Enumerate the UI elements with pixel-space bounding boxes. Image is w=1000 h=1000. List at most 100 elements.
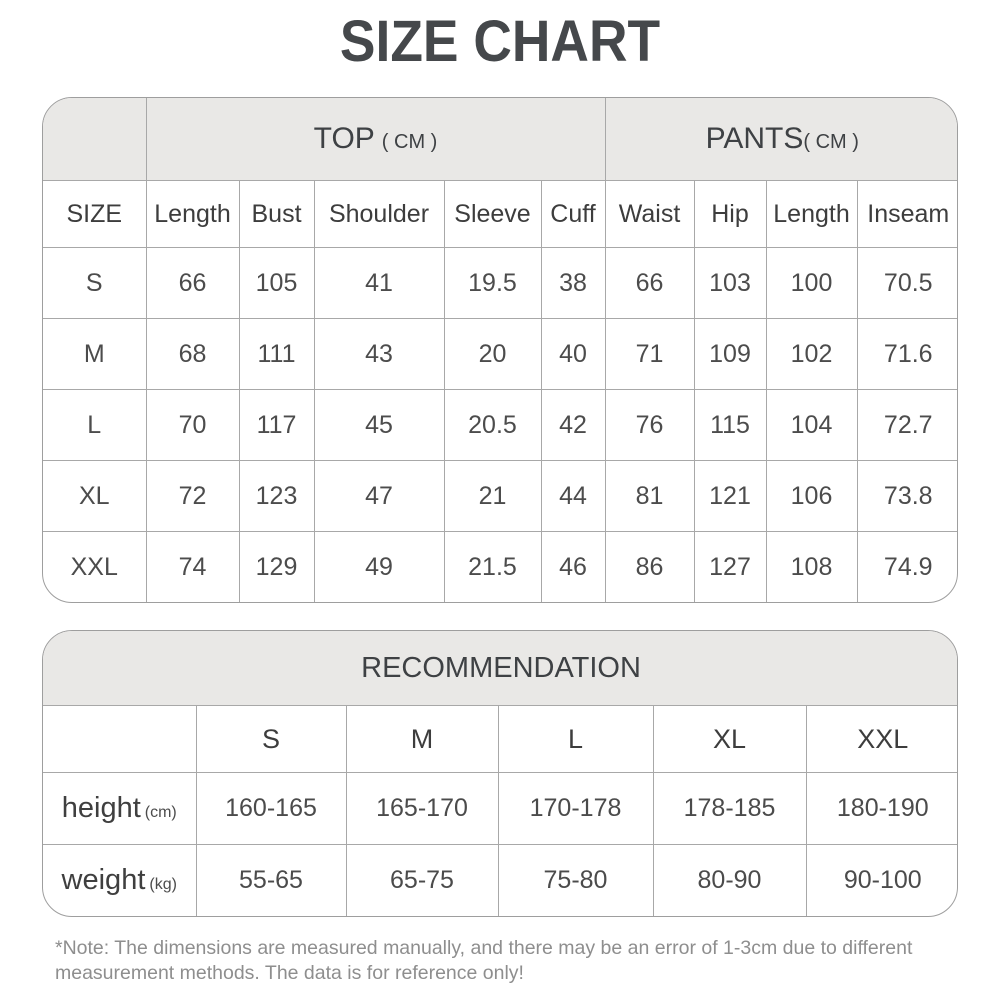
- table-row-m: M 68 111 43 20 40 71 109 102 71.6: [43, 318, 957, 390]
- column-header-cuff: Cuff: [540, 180, 605, 248]
- value-cell: 109: [693, 318, 766, 390]
- page-title: SIZE CHART: [339, 9, 661, 74]
- value-cell: 178-185: [652, 772, 806, 845]
- value-cell: 108: [765, 531, 857, 602]
- row-label-weight: weight (kg): [43, 844, 196, 916]
- value-cell: 19.5: [443, 247, 541, 319]
- column-header-waist: Waist: [604, 180, 694, 248]
- value-cell: 44: [540, 460, 605, 532]
- recommendation-size-row: S M L XL XXL: [43, 705, 957, 773]
- recommendation-table: RECOMMENDATION S M L XL XXL height (cm) 1…: [43, 631, 957, 916]
- value-cell: 21.5: [443, 531, 541, 602]
- value-cell: 123: [238, 460, 314, 532]
- value-cell: 20.5: [443, 389, 541, 461]
- top-group-header: TOP ( CM ): [145, 98, 605, 181]
- value-cell: 160-165: [195, 772, 346, 845]
- pants-group-label: PANTS: [705, 122, 804, 155]
- size-table-card: TOP ( CM ) PANTS( CM ) SIZE Length Bust S…: [42, 97, 958, 603]
- value-cell: 74.9: [856, 531, 957, 602]
- value-cell: 165-170: [345, 772, 498, 845]
- value-cell: 111: [238, 318, 314, 390]
- table-row-l: L 70 117 45 20.5 42 76 115 104 72.7: [43, 389, 957, 461]
- table-row-s: S 66 105 41 19.5 38 66 103 100 70.5: [43, 247, 957, 319]
- value-cell: 106: [765, 460, 857, 532]
- value-cell: 65-75: [345, 844, 498, 916]
- note-text: *Note: The dimensions are measured manua…: [55, 937, 913, 984]
- weight-unit: (kg): [149, 876, 177, 893]
- value-cell: 49: [313, 531, 444, 602]
- value-cell: 75-80: [497, 844, 653, 916]
- value-cell: 90-100: [805, 844, 957, 916]
- value-cell: 80-90: [652, 844, 806, 916]
- value-cell: 55-65: [195, 844, 346, 916]
- value-cell: 76: [604, 389, 694, 461]
- height-label: height: [61, 792, 141, 824]
- value-cell: 70.5: [856, 247, 957, 319]
- value-cell: 180-190: [805, 772, 957, 845]
- value-cell: 104: [765, 389, 857, 461]
- value-cell: 74: [145, 531, 239, 602]
- weight-row: weight (kg) 55-65 65-75 75-80 80-90 90-10…: [43, 844, 957, 916]
- table-row-xl: XL 72 123 47 21 44 81 121 106 73.8: [43, 460, 957, 532]
- column-header-row: SIZE Length Bust Shoulder Sleeve Cuff Wa…: [43, 180, 957, 248]
- size-cell: S: [43, 247, 146, 319]
- column-header-pants-length: Length: [765, 180, 857, 248]
- value-cell: 102: [765, 318, 857, 390]
- height-unit: (cm): [144, 804, 177, 821]
- size-table: TOP ( CM ) PANTS( CM ) SIZE Length Bust S…: [43, 98, 957, 602]
- value-cell: 115: [693, 389, 766, 461]
- value-cell: 127: [693, 531, 766, 602]
- table-row-xxl: XXL 74 129 49 21.5 46 86 127 108 74.9: [43, 531, 957, 602]
- value-cell: 38: [540, 247, 605, 319]
- top-group-unit: ( CM ): [381, 131, 438, 153]
- value-cell: 47: [313, 460, 444, 532]
- column-header-shoulder: Shoulder: [313, 180, 444, 248]
- column-header-bust: Bust: [238, 180, 314, 248]
- column-header-hip: Hip: [693, 180, 766, 248]
- value-cell: 68: [145, 318, 239, 390]
- value-cell: 71.6: [856, 318, 957, 390]
- rec-column-header-m: M: [345, 705, 498, 773]
- value-cell: 72: [145, 460, 239, 532]
- rec-column-header-l: L: [497, 705, 653, 773]
- value-cell: 170-178: [497, 772, 653, 845]
- rec-column-header-xxl: XXL: [805, 705, 957, 773]
- value-cell: 117: [238, 389, 314, 461]
- value-cell: 40: [540, 318, 605, 390]
- value-cell: 105: [238, 247, 314, 319]
- corner-cell: [43, 98, 146, 181]
- size-cell: XXL: [43, 531, 146, 602]
- value-cell: 21: [443, 460, 541, 532]
- recommendation-table-card: RECOMMENDATION S M L XL XXL height (cm) 1…: [42, 630, 958, 917]
- value-cell: 20: [443, 318, 541, 390]
- recommendation-title: RECOMMENDATION: [43, 631, 957, 706]
- rec-column-header-xl: XL: [652, 705, 806, 773]
- size-cell: XL: [43, 460, 146, 532]
- weight-label: weight: [61, 864, 146, 896]
- value-cell: 66: [604, 247, 694, 319]
- value-cell: 86: [604, 531, 694, 602]
- value-cell: 46: [540, 531, 605, 602]
- value-cell: 129: [238, 531, 314, 602]
- column-header-sleeve: Sleeve: [443, 180, 541, 248]
- empty-cell: [43, 705, 196, 773]
- pants-group-header: PANTS( CM ): [604, 98, 957, 181]
- value-cell: 103: [693, 247, 766, 319]
- value-cell: 73.8: [856, 460, 957, 532]
- value-cell: 81: [604, 460, 694, 532]
- size-cell: L: [43, 389, 146, 461]
- group-header-row: TOP ( CM ) PANTS( CM ): [43, 98, 957, 181]
- rec-column-header-s: S: [195, 705, 346, 773]
- column-header-length: Length: [145, 180, 239, 248]
- row-label-height: height (cm): [43, 772, 196, 845]
- value-cell: 43: [313, 318, 444, 390]
- value-cell: 41: [313, 247, 444, 319]
- recommendation-header-row: RECOMMENDATION: [43, 631, 957, 706]
- column-header-size: SIZE: [43, 180, 146, 248]
- value-cell: 100: [765, 247, 857, 319]
- value-cell: 42: [540, 389, 605, 461]
- value-cell: 45: [313, 389, 444, 461]
- top-group-label: TOP: [313, 122, 375, 155]
- size-cell: M: [43, 318, 146, 390]
